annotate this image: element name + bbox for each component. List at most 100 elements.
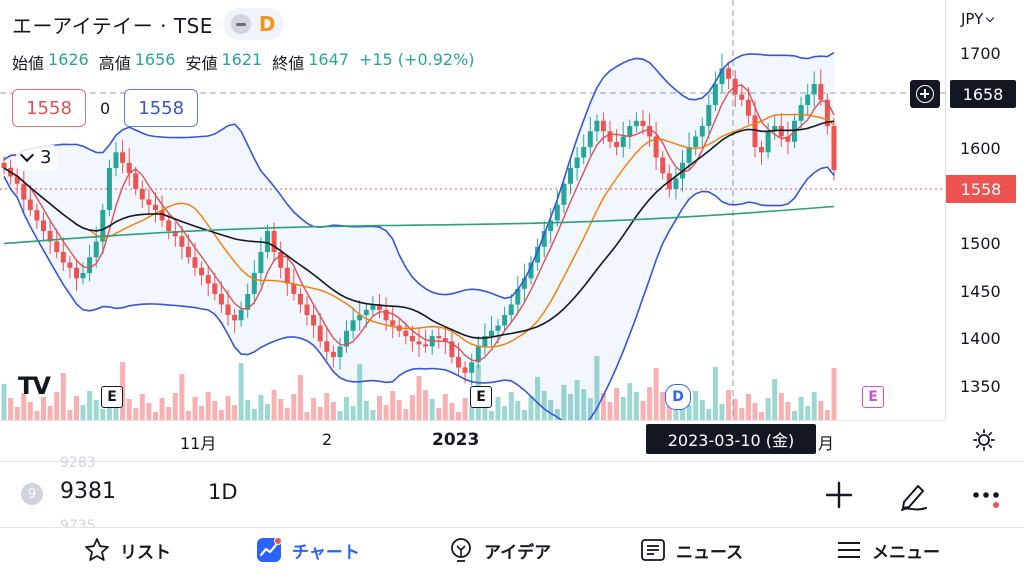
candle-body [403,330,409,337]
volume-bar [192,397,198,420]
upcoming-earnings-marker[interactable]: E [862,386,884,408]
symbol-info-bar [0,461,1024,527]
more-dots-icon[interactable] [970,478,1004,512]
candle-body [739,94,745,100]
volume-bar [633,392,639,420]
price-tick: 1700 [960,44,1001,63]
chart-header: エーアイテイー · TSE D [12,8,284,40]
candle-body [640,120,646,127]
volume-bar [772,379,778,420]
earnings-event-marker[interactable]: E [470,386,492,408]
candle-body [653,136,659,158]
volume-bar [93,400,99,420]
drawing-pen-icon[interactable] [896,478,930,512]
volume-bar [653,368,659,420]
candle-body [133,173,139,189]
symbol-code[interactable]: 9381 [60,479,116,504]
candle-body [824,99,830,127]
candle-body [561,183,567,205]
volume-bar [416,376,422,420]
candle-body [87,257,93,274]
interval-selector[interactable]: 1D [208,480,238,504]
price-chart[interactable] [0,0,945,420]
indicator-middle-value: 0 [100,98,111,118]
candle-body [541,231,547,247]
volume-bar [304,412,310,420]
candle-body [409,336,415,342]
candle-body [647,126,653,137]
price-axis[interactable] [945,0,1024,420]
candle-body [357,315,363,321]
volume-bar [225,396,231,420]
nav-item-chart[interactable]: チャート [256,537,360,563]
volume-bar [693,391,699,420]
add-plus-icon[interactable] [822,478,856,512]
volume-bar [403,409,409,420]
volume-bar [581,389,587,420]
idea-icon [451,538,471,562]
candle-body [475,346,481,363]
candle-body [1,162,7,169]
candle-body [291,283,297,294]
price-tick: 1600 [960,139,1001,158]
candle-body [765,131,771,153]
volume-bar [284,408,290,420]
volume-bar [574,380,580,420]
candle-body [271,231,277,252]
volume-bar [1,384,7,420]
add-alert-button[interactable] [910,80,940,108]
nav-item-list[interactable]: リスト [84,537,171,563]
collapse-legend-icon[interactable] [230,14,251,34]
volume-bar [528,396,534,420]
volume-bar [759,412,764,420]
volume-bar [166,407,172,420]
candle-body [212,283,218,294]
volume-bar [824,410,830,420]
candle-body [344,330,349,347]
last-price-tag: 1558 [946,175,1016,203]
nav-item-ideas[interactable]: アイデア [448,537,551,563]
volume-bar [647,387,653,420]
indicators-collapse-button[interactable]: 3 [16,145,58,170]
volume-bar [133,408,139,420]
ma-red-value-box[interactable]: 1558 [12,89,86,127]
volume-bar [47,406,53,420]
nav-item-news[interactable]: ニュース [640,537,743,563]
candle-body [594,120,600,132]
symbol-title[interactable]: エーアイテイー · TSE [12,13,213,38]
candle-body [745,99,751,116]
earnings-event-marker[interactable]: E [101,386,123,408]
gear-icon[interactable] [972,428,996,452]
chart-area[interactable] [0,0,1024,460]
volume-bar [554,409,560,420]
volume-bar [818,401,824,420]
time-axis[interactable] [0,420,945,460]
volume-bar [396,400,402,420]
candle-body [660,157,666,174]
volume-bar [297,375,303,420]
status-pill[interactable]: D [222,8,284,40]
volume-bar [172,393,178,420]
candle-body [324,341,330,352]
ma-blue-value-box[interactable]: 1558 [124,89,199,127]
candle-body [752,115,758,147]
candle-body [21,183,27,200]
volume-bar [14,407,20,420]
candle-body [521,278,527,289]
candle-body [74,267,79,279]
nav-item-menu[interactable]: メニュー [836,537,940,563]
candle-body [574,157,580,168]
currency-selector[interactable]: JPY [961,10,995,28]
candle-body [159,210,165,221]
candle-body [258,252,264,273]
volume-bar [126,399,132,420]
dividend-event-marker[interactable]: D [665,384,691,410]
volume-bar [508,392,514,420]
chevron-down-icon [19,147,35,163]
volume-bar [139,394,145,420]
candle-body [502,315,508,326]
volume-bar [805,406,811,420]
volume-bar [245,400,251,420]
volume-bar [291,394,297,420]
open-value: 1626 [48,50,89,69]
